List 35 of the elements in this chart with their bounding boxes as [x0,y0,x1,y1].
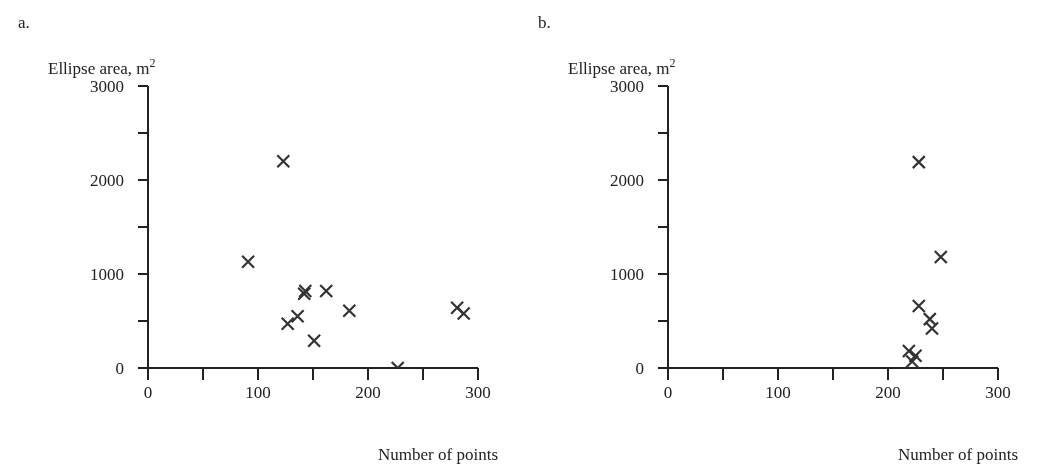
point [276,154,291,169]
x-tick-label: 100 [765,383,791,403]
chart-title: a. [18,13,30,32]
point [280,316,295,331]
y-axis-title: Ellipse area, m$^{2}$ [48,56,156,78]
x-tick-label: 200 [355,383,381,403]
point [911,298,926,314]
point [307,333,322,348]
y-tick-label: 2000 [610,171,644,191]
point [319,283,334,299]
y-tick-label: 0 [635,359,644,379]
y-tick-label: 1000 [610,265,644,285]
y-tick-label: 0 [115,359,124,379]
x-tick-label: 100 [245,383,271,403]
chart-title: b. [538,13,551,32]
y-tick-label: 3000 [90,77,124,97]
point [342,303,357,318]
y-tick-label: 1000 [90,265,124,285]
x-tick-label: 300 [985,383,1011,403]
point [290,309,305,324]
x-tick-label: 0 [143,383,153,403]
point [933,249,948,265]
y-axis-title: Ellipse area, m$^{2}$ [568,56,676,78]
point [450,300,465,315]
x-tick-label: 200 [875,383,901,403]
x-tick-label: 0 [663,383,673,403]
point [241,254,256,269]
point [911,155,926,170]
point [908,348,923,363]
x-tick-label: 300 [465,383,491,403]
point [456,306,471,321]
x-axis-title: Number of points [378,445,498,464]
y-tick-label: 2000 [90,171,124,191]
x-axis-title: Number of points [898,445,1018,464]
y-tick-label: 3000 [610,77,644,97]
